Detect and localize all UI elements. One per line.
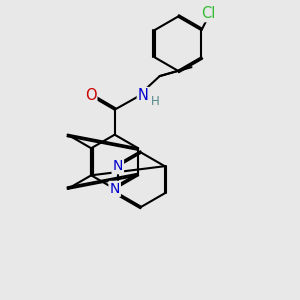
Text: N: N — [112, 159, 123, 173]
Text: H: H — [151, 95, 159, 108]
Text: N: N — [110, 182, 120, 196]
Text: O: O — [85, 88, 96, 103]
Text: Cl: Cl — [201, 6, 215, 21]
Text: N: N — [138, 88, 149, 103]
